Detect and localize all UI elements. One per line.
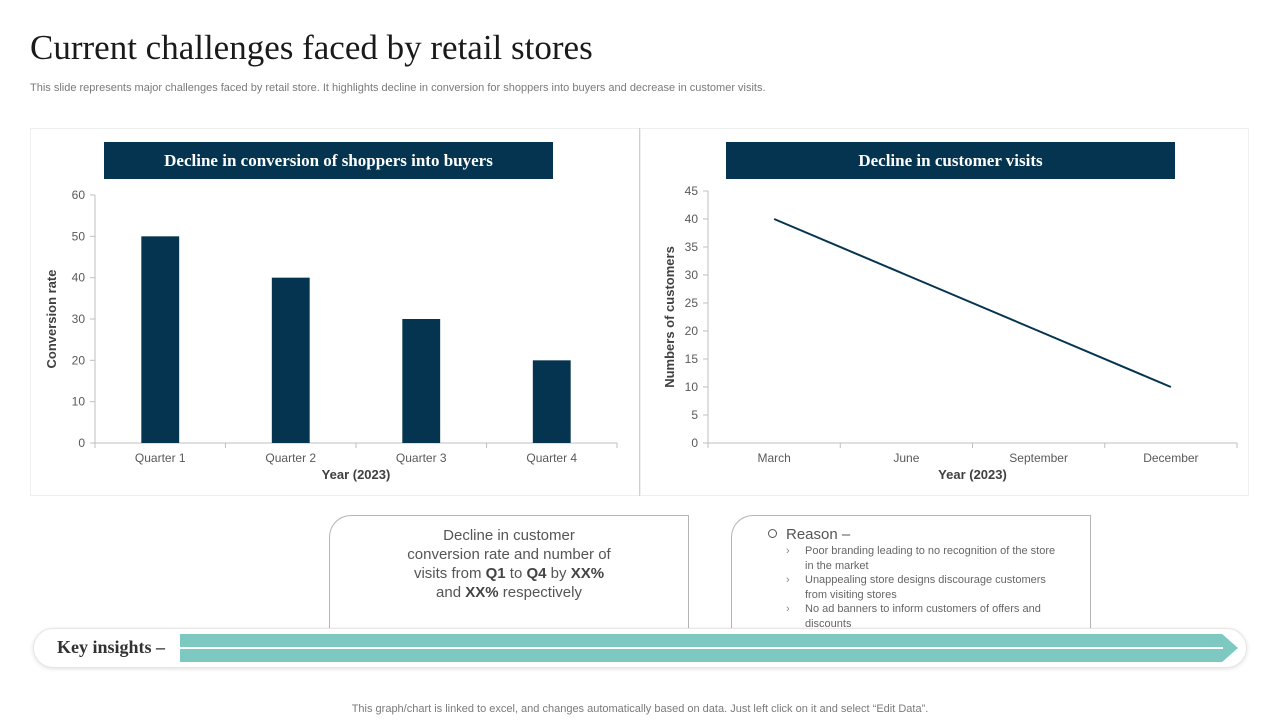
line-chart-panel [640,128,1249,496]
chevron-right-icon: › [786,603,790,615]
reason-item: › No ad banners to inform customers of of… [786,603,1041,630]
percent-placeholder: XX% [570,565,605,582]
slide-title: Current challenges faced by retail store… [30,28,593,67]
callout-line: visits from Q1 to Q4 by XX% [413,565,605,582]
arrow-icon [180,634,1238,662]
callout-line: conversion rate and number of [407,546,611,563]
reason-list: › Poor branding leading to no recognition… [786,544,1056,631]
key-insights-label: Key insights – [57,637,166,657]
reason-item: › Unappealing store designs discourage cu… [786,574,1046,601]
q4-label: Q4 [526,565,547,582]
conversion-callout: Decline in customer conversion rate and … [329,515,689,633]
line-chart-title: Decline in customer visits [726,142,1175,179]
reason-item: › Poor branding leading to no recognition… [786,545,1056,572]
chevron-right-icon: › [786,545,790,557]
reason-heading: Reason – [768,526,850,543]
callout-text: Decline in customer conversion rate and … [330,526,688,602]
footer-note: This graph/chart is linked to excel, and… [351,703,929,715]
chevron-right-icon: › [786,574,790,586]
bar-chart-panel [30,128,640,496]
percent-placeholder: XX% [465,584,499,601]
panel-divider [639,128,640,496]
reason-callout: Reason – › Poor branding leading to no re… [731,515,1091,633]
callout-line: Decline in customer [443,527,575,544]
bar-chart-title: Decline in conversion of shoppers into b… [104,142,553,179]
slide-subtitle: This slide represents major challenges f… [30,82,766,94]
q1-label: Q1 [485,565,506,582]
circle-bullet-icon [768,529,777,538]
callout-line: and XX% respectively [436,584,582,601]
